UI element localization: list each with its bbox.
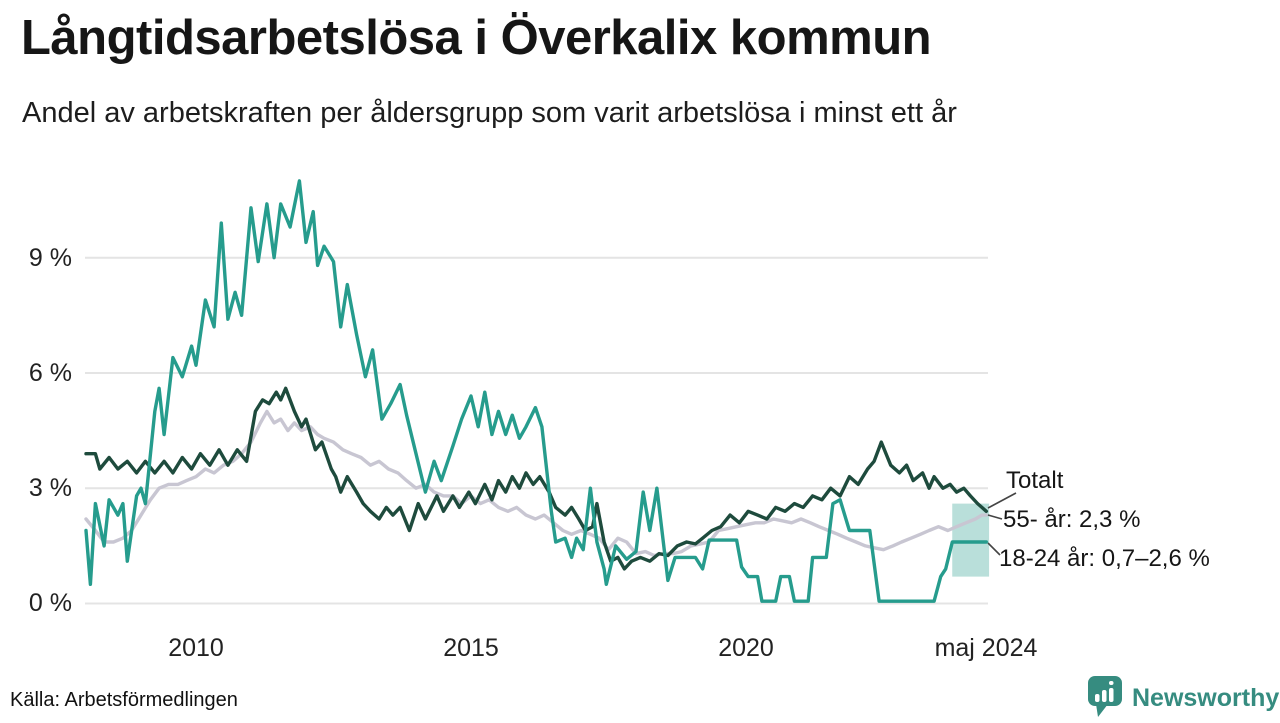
page-subtitle: Andel av arbetskraften per åldersgrupp s… <box>22 97 957 129</box>
annotation-18-24-ar: 18-24 år: 0,7–2,6 % <box>999 545 1210 572</box>
x-tick-maj-2024: maj 2024 <box>934 634 1038 662</box>
y-tick-6: 6 % <box>28 359 72 387</box>
series-line-18-24år <box>84 179 988 603</box>
newsworthy-wordmark: Newsworthy <box>1132 683 1280 712</box>
annotation-connector-18-24 <box>987 542 1001 556</box>
y-tick-3: 3 % <box>28 474 72 502</box>
annotation-55-ar: 55- år: 2,3 % <box>1003 506 1141 533</box>
annotation-connector-totalt <box>987 492 1017 509</box>
chart-dynamic-layer <box>84 179 990 605</box>
y-tick-0: 0 % <box>28 589 72 617</box>
series-line-Totalt <box>84 386 988 571</box>
y-tick-9: 9 % <box>28 244 72 272</box>
source-note: Källa: Arbetsförmedlingen <box>10 689 238 711</box>
newsworthy-brand: Newsworthy <box>1086 674 1280 723</box>
annotation-connector-55 <box>987 514 1003 520</box>
x-tick-2015: 2015 <box>443 634 499 662</box>
annotation-totalt: Totalt <box>1006 467 1064 494</box>
x-tick-2010: 2010 <box>168 634 224 662</box>
x-tick-2020: 2020 <box>718 634 774 662</box>
newsworthy-logo-icon <box>1086 674 1126 723</box>
page-title: Långtidsarbetslösa i Överkalix kommun <box>21 11 932 65</box>
